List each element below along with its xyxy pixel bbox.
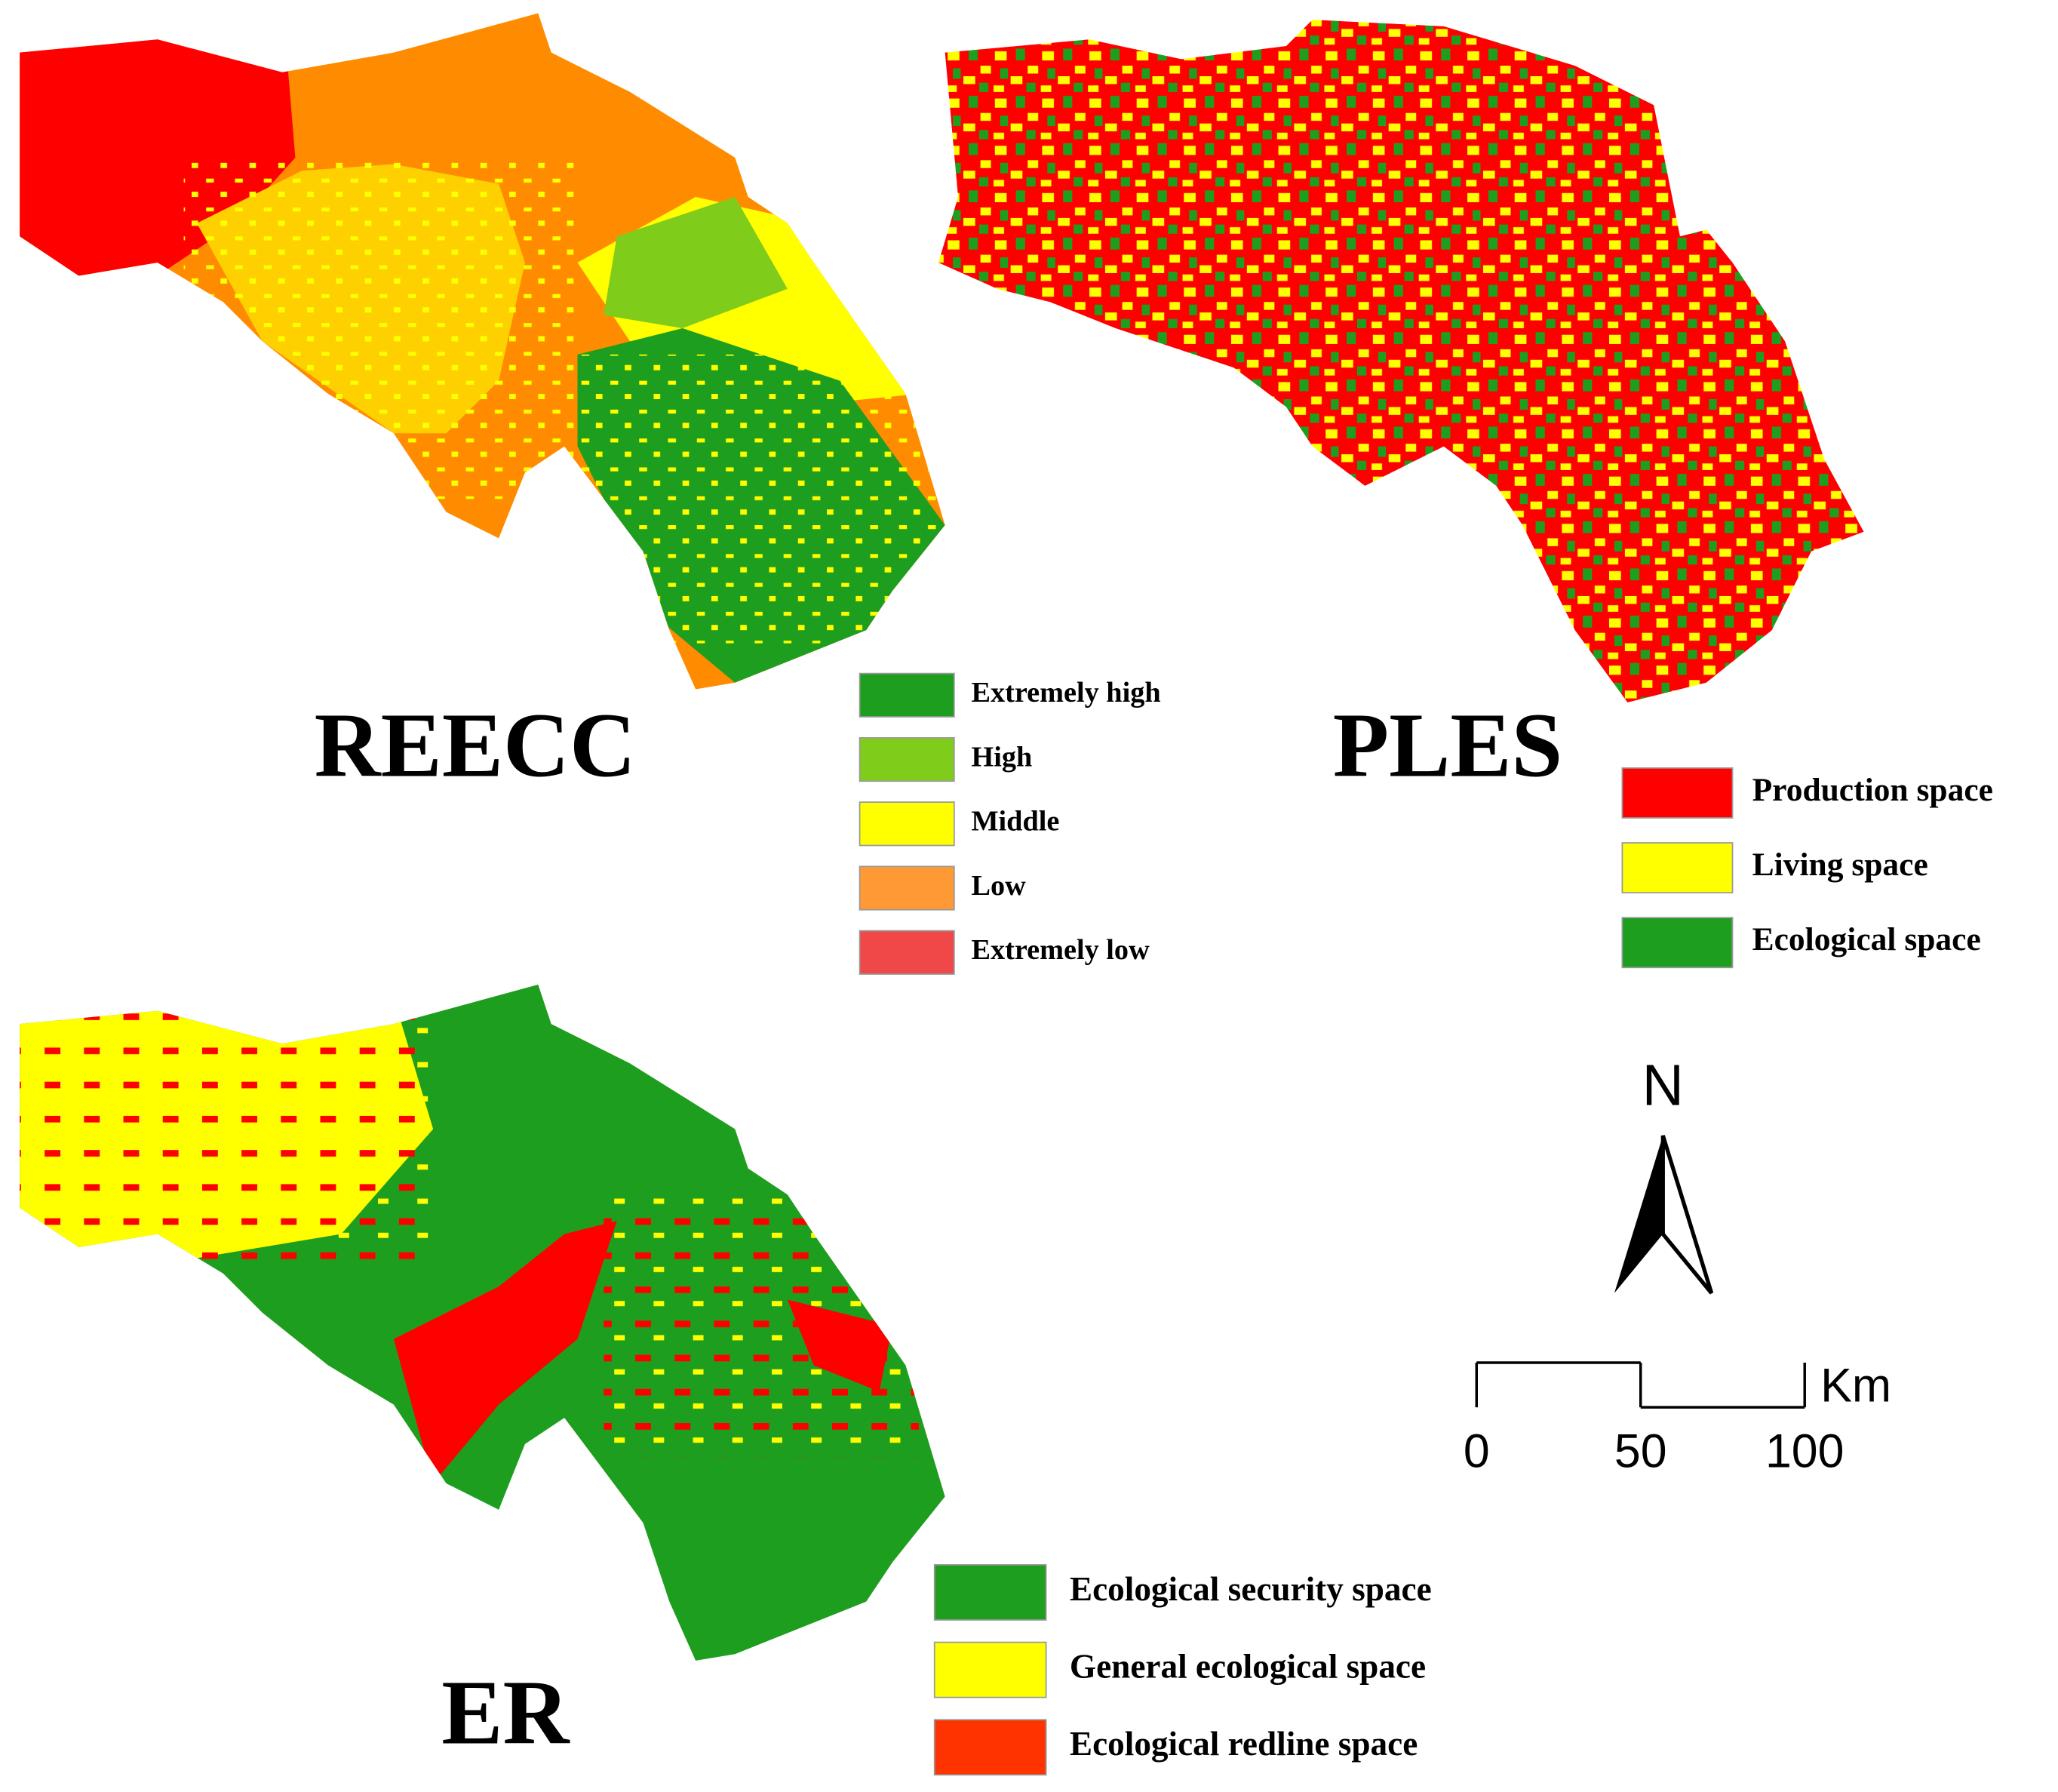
legend-label: High — [971, 741, 1032, 773]
legend-swatch — [933, 1641, 1047, 1698]
legend-swatch — [1621, 767, 1734, 819]
legend-label: Ecological security space — [1070, 1570, 1432, 1608]
er-map — [20, 984, 945, 1661]
legend-swatch — [1621, 917, 1734, 969]
scale-label: 50 — [1614, 1425, 1667, 1477]
north-arrow — [1660, 1135, 1714, 1295]
legend-swatch — [1621, 842, 1734, 894]
legend-swatch — [933, 1719, 1047, 1776]
north-label: N — [1642, 1053, 1684, 1117]
ples-map — [938, 20, 1864, 702]
legend-label: Ecological redline space — [1070, 1725, 1418, 1763]
legend-swatch — [859, 930, 955, 975]
map-title: ER — [441, 1662, 570, 1764]
legend-label: Low — [971, 870, 1026, 902]
legend-label: Extremely high — [971, 677, 1160, 709]
map-title: PLES — [1333, 694, 1563, 796]
scale-label: 100 — [1765, 1425, 1844, 1477]
legend-label: Ecological space — [1752, 921, 1981, 957]
legend-label: Living space — [1752, 847, 1928, 883]
reecc-map — [20, 13, 945, 690]
legend-swatch — [933, 1564, 1047, 1621]
legend-label: Middle — [971, 806, 1059, 838]
map-title: REECC — [315, 694, 636, 796]
legend-swatch — [859, 865, 955, 911]
north-arrow — [1614, 1136, 1663, 1293]
legend-label: General ecological space — [1070, 1647, 1426, 1685]
legend-swatch — [859, 801, 955, 847]
scale-bar: 0 50 100 Km — [1464, 1359, 1891, 1477]
legend-swatch — [859, 736, 955, 782]
scale-label: 0 — [1464, 1425, 1490, 1477]
legend-label: Production space — [1752, 772, 1993, 808]
legend-swatch — [859, 672, 955, 718]
legend-label: Extremely low — [971, 934, 1150, 966]
scale-unit: Km — [1820, 1359, 1891, 1412]
